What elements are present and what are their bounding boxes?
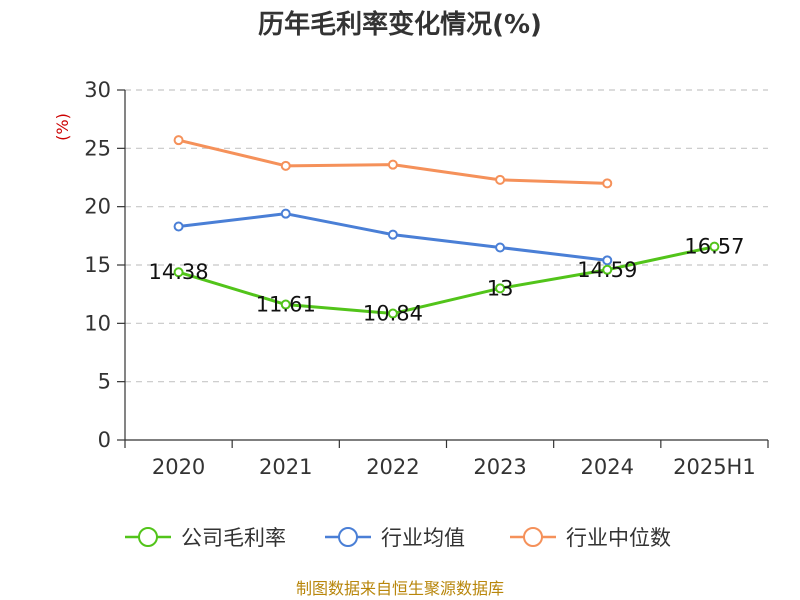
- data-label: 14.38: [149, 260, 209, 284]
- y-tick-label: 0: [98, 428, 111, 452]
- legend-label: 公司毛利率: [181, 526, 286, 550]
- legend-item[interactable]: 行业中位数: [510, 526, 671, 550]
- data-point: [280, 160, 291, 171]
- data-label: 13: [487, 276, 514, 300]
- y-tick-label: 10: [84, 311, 111, 335]
- x-tick-label: 2020: [152, 455, 205, 479]
- y-tick-label: 15: [84, 253, 111, 277]
- y-tick-label: 20: [84, 195, 111, 219]
- y-tick-label: 25: [84, 136, 111, 160]
- x-tick-label: 2024: [581, 455, 634, 479]
- data-label: 10.84: [363, 302, 423, 326]
- data-point: [709, 241, 720, 252]
- x-tick-label: 2021: [259, 455, 312, 479]
- grid-lines: [125, 89, 768, 383]
- y-axis-label: (%): [53, 113, 72, 141]
- data-point: [173, 221, 184, 232]
- x-tick-label: 2025H1: [673, 455, 756, 479]
- data-point: [387, 229, 398, 240]
- y-tick-label: 30: [84, 78, 111, 102]
- legend-item[interactable]: 行业均值: [325, 526, 465, 550]
- data-point: [602, 178, 613, 189]
- data-point: [280, 208, 291, 219]
- data-label: 16.57: [684, 235, 744, 259]
- data-labels: 14.38 11.61 10.84 13 14.59 16.57: [149, 235, 745, 326]
- data-point: [495, 174, 506, 185]
- data-point: [495, 242, 506, 253]
- data-point: [173, 267, 184, 278]
- legend-item[interactable]: 公司毛利率: [125, 526, 286, 550]
- data-point: [387, 308, 398, 319]
- data-point: [387, 159, 398, 170]
- axes: 0 5 10 15 20 25 30 2020 2021 2022 2023 2024 2025H1: [84, 78, 769, 479]
- legend-swatch-marker: [523, 527, 543, 547]
- legend-label: 行业均值: [381, 526, 465, 550]
- source-note: 制图数据来自恒生聚源数据库: [296, 579, 504, 598]
- series-line-0: [178, 245, 715, 316]
- legend-swatch-marker: [338, 527, 358, 547]
- x-tick-label: 2023: [473, 455, 526, 479]
- data-label: 14.59: [577, 258, 637, 282]
- legend-swatch-marker: [138, 527, 158, 547]
- data-point: [280, 299, 291, 310]
- chart-title: 历年毛利率变化情况(%): [258, 9, 542, 40]
- y-tick-label: 5: [98, 370, 111, 394]
- x-tick-label: 2022: [366, 455, 419, 479]
- data-point: [495, 283, 506, 294]
- data-point: [602, 264, 613, 275]
- series-group: [173, 135, 720, 319]
- data-label: 11.61: [256, 293, 316, 317]
- legend-label: 行业中位数: [566, 526, 671, 550]
- legend[interactable]: 公司毛利率 行业均值 行业中位数: [125, 526, 671, 550]
- data-point: [602, 255, 613, 266]
- data-point: [173, 135, 184, 146]
